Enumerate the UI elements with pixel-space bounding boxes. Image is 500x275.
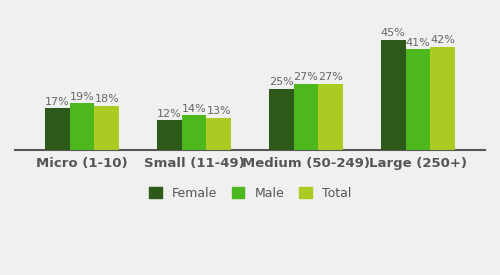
Bar: [182, 116, 206, 150]
Text: 18%: 18%: [94, 94, 119, 104]
Bar: [269, 89, 293, 150]
Text: 45%: 45%: [381, 28, 406, 38]
Text: 19%: 19%: [70, 92, 94, 102]
Bar: [318, 84, 343, 150]
Text: 42%: 42%: [430, 35, 455, 45]
Text: 41%: 41%: [406, 38, 430, 48]
Text: 17%: 17%: [45, 97, 70, 107]
Text: 27%: 27%: [294, 72, 318, 82]
Bar: [381, 40, 406, 150]
Bar: [206, 118, 231, 150]
Bar: [294, 84, 318, 150]
Bar: [94, 106, 119, 150]
Text: 14%: 14%: [182, 104, 206, 114]
Text: 27%: 27%: [318, 72, 343, 82]
Bar: [45, 108, 70, 150]
Text: 12%: 12%: [157, 109, 182, 119]
Bar: [70, 103, 94, 150]
Legend: Female, Male, Total: Female, Male, Total: [149, 187, 351, 200]
Text: 25%: 25%: [269, 77, 293, 87]
Bar: [430, 47, 455, 150]
Bar: [157, 120, 182, 150]
Text: 13%: 13%: [206, 106, 231, 117]
Bar: [406, 49, 430, 150]
